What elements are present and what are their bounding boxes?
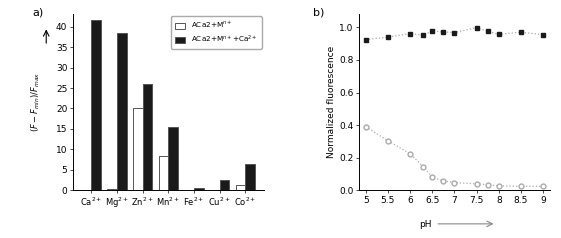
Bar (219, 180, 229, 190)
Bar (133, 109, 142, 190)
Bar (168, 127, 178, 190)
Bar (117, 33, 127, 190)
Text: $(F-F_{min}) / F_{max}$: $(F-F_{min}) / F_{max}$ (30, 72, 42, 133)
Bar (91, 20, 101, 190)
Bar (194, 188, 204, 190)
Bar (159, 156, 168, 190)
Legend: ACa2+M$^{n+}$, ACa2+M$^{n+}$+Ca$^{2+}$: ACa2+M$^{n+}$, ACa2+M$^{n+}$+Ca$^{2+}$ (171, 16, 261, 49)
Y-axis label: Normalized fluorescence: Normalized fluorescence (327, 46, 337, 159)
Text: b): b) (313, 7, 325, 17)
Bar (236, 185, 245, 190)
Text: a): a) (33, 7, 44, 17)
Bar (142, 84, 153, 190)
Bar (245, 164, 255, 190)
Bar (107, 189, 117, 190)
Text: pH: pH (419, 220, 431, 229)
